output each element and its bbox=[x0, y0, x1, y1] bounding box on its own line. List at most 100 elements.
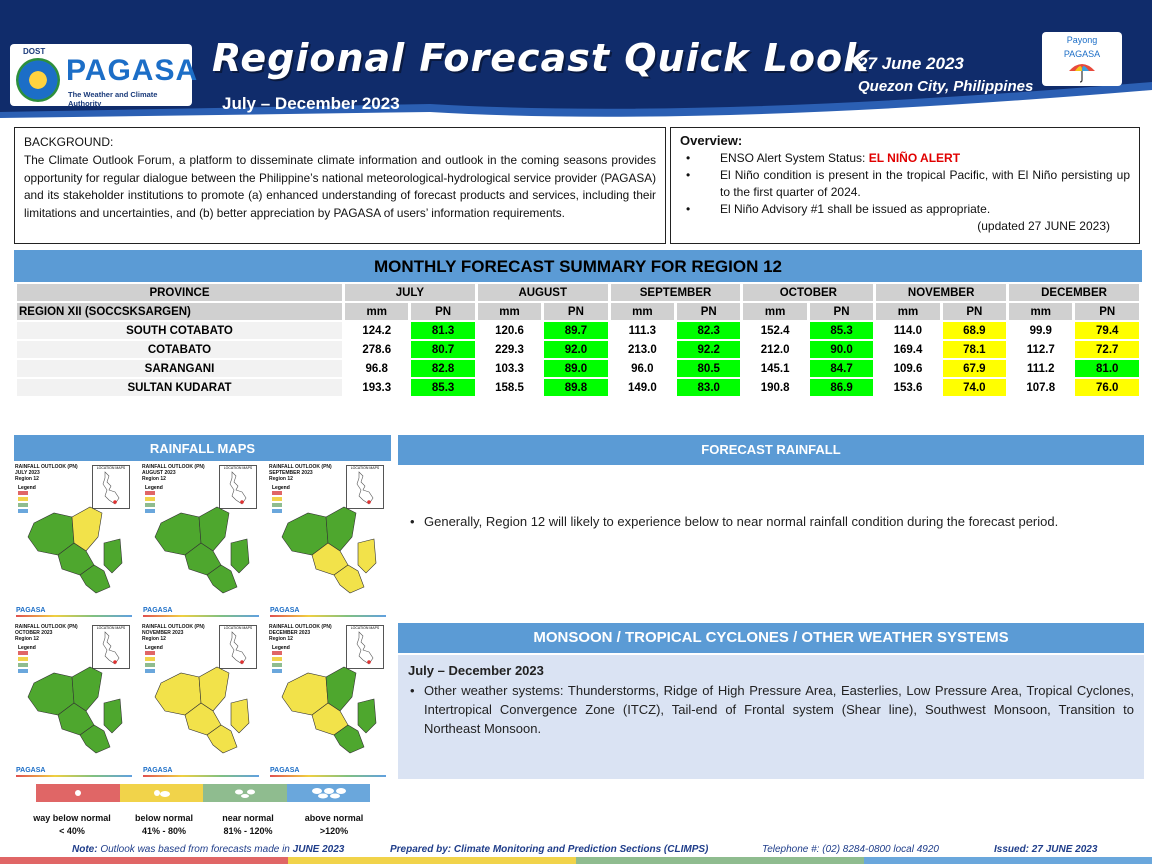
legend-above-swatch bbox=[286, 784, 370, 802]
map-color-strip bbox=[270, 615, 386, 617]
percent-normal: 90.0 bbox=[809, 341, 874, 358]
monsoon-heading: MONSOON / TROPICAL CYCLONES / OTHER WEAT… bbox=[398, 623, 1144, 653]
location-map: LOCATION MAPS bbox=[219, 465, 257, 509]
table-body: SOUTH COTABATO 124.2 81.3 120.6 89.7 111.3 82.… bbox=[17, 322, 1139, 396]
percent-normal: 78.1 bbox=[942, 341, 1007, 358]
background-panel: BACKGROUND: The Climate Outlook Forum, a… bbox=[14, 127, 666, 244]
monsoon-text: Other weather systems: Thunderstorms, Ri… bbox=[408, 681, 1134, 738]
map-color-strip bbox=[16, 615, 132, 617]
month-header: OCTOBER bbox=[743, 284, 874, 301]
rainfall-map-1: RAINFALL OUTLOOK (PN) JULY 2023 Region 12 L… bbox=[14, 463, 136, 618]
map-color-strip bbox=[143, 775, 259, 777]
note-text: Outlook was based from forecasts made in bbox=[97, 844, 293, 855]
percent-normal: 80.7 bbox=[411, 341, 475, 358]
region12-map-icon bbox=[27, 666, 123, 754]
legend-range: 41% - 80% bbox=[141, 826, 187, 836]
unit-pn: PN bbox=[544, 303, 608, 320]
map-title: RAINFALL OUTLOOK (PN) bbox=[269, 624, 332, 630]
issue-place: Quezon City, Philippines bbox=[858, 78, 1034, 95]
location-map: LOCATION MAPS bbox=[92, 465, 130, 509]
rainfall-mm: 124.2 bbox=[345, 322, 409, 339]
map-caption: RAINFALL OUTLOOK (PN) AUGUST 2023 Region 1… bbox=[142, 464, 205, 482]
location-map-label: LOCATION MAPS bbox=[223, 466, 253, 470]
legend-item: above normal >120% bbox=[292, 812, 376, 838]
unit-mm: mm bbox=[610, 303, 675, 320]
logo-tagline: The Weather and Climate Authority bbox=[68, 90, 158, 108]
percent-normal: 82.8 bbox=[411, 360, 475, 377]
dost-label: DOST bbox=[23, 47, 46, 56]
percent-normal: 72.7 bbox=[1075, 341, 1139, 358]
legend-below-swatch bbox=[119, 784, 203, 802]
map-region: Region 12 bbox=[15, 636, 39, 642]
rainfall-mm: 149.0 bbox=[610, 379, 675, 396]
map-month: NOVEMBER 2023 bbox=[142, 630, 184, 636]
enso-status-label: ENSO Alert System Status: bbox=[720, 151, 869, 165]
forecast-table: PROVINCE JULY AUGUST SEPTEMBER OCTOBER N… bbox=[14, 282, 1142, 398]
header-banner: DOST PAGASA The Weather and Climate Auth… bbox=[0, 0, 1152, 118]
logo-name: PAGASA bbox=[66, 54, 199, 87]
philippines-outline-icon bbox=[229, 471, 247, 505]
rainfall-map-6: RAINFALL OUTLOOK (PN) DECEMBER 2023 Region… bbox=[268, 623, 390, 778]
table-title: MONTHLY FORECAST SUMMARY FOR REGION 12 bbox=[14, 250, 1142, 282]
location-map-label: LOCATION MAPS bbox=[350, 626, 380, 630]
rainfall-mm: 103.3 bbox=[477, 360, 542, 377]
rainfall-mm: 120.6 bbox=[477, 322, 542, 339]
forecast-rainfall-panel: Generally, Region 12 will likely to expe… bbox=[398, 467, 1144, 617]
map-color-strip bbox=[143, 615, 259, 617]
rainfall-map-3: RAINFALL OUTLOOK (PN) SEPTEMBER 2023 Regio… bbox=[268, 463, 390, 618]
month-header: JULY bbox=[345, 284, 475, 301]
percent-normal: 74.0 bbox=[942, 379, 1007, 396]
percent-normal: 67.9 bbox=[942, 360, 1007, 377]
table-row: SULTAN KUDARAT 193.3 85.3 158.5 89.8 149.0 83.… bbox=[17, 379, 1139, 396]
month-header: NOVEMBER bbox=[876, 284, 1007, 301]
map-pagasa-logo: PAGASA bbox=[270, 767, 300, 774]
unit-mm: mm bbox=[876, 303, 940, 320]
unit-mm: mm bbox=[345, 303, 409, 320]
map-pagasa-logo: PAGASA bbox=[270, 607, 300, 614]
map-legend-title: Legend bbox=[145, 645, 163, 651]
percent-normal: 89.0 bbox=[544, 360, 608, 377]
philippines-outline-icon bbox=[102, 471, 120, 505]
region-row: REGION XII (SOCCSKSARGEN) mm PN mm PN mm PN… bbox=[17, 303, 1139, 320]
background-heading: BACKGROUND: bbox=[24, 135, 114, 149]
table-row: SARANGANI 96.8 82.8 103.3 89.0 96.0 80.5 145.1 8… bbox=[17, 360, 1139, 377]
map-color-strip bbox=[16, 775, 132, 777]
region12-map-icon bbox=[154, 666, 250, 754]
philippines-outline-icon bbox=[102, 631, 120, 665]
overview-list: ENSO Alert System Status: EL NIÑO ALERT … bbox=[680, 150, 1130, 218]
page-title: Regional Forecast Quick Look bbox=[212, 36, 870, 80]
map-legend: Legend bbox=[18, 485, 60, 515]
rainfall-mm: 114.0 bbox=[876, 322, 940, 339]
map-legend-title: Legend bbox=[18, 645, 36, 651]
overview-panel: Overview: ENSO Alert System Status: EL N… bbox=[670, 127, 1140, 244]
map-month: DECEMBER 2023 bbox=[269, 630, 311, 636]
map-legend-title: Legend bbox=[145, 485, 163, 491]
legend-range: >120% bbox=[319, 826, 349, 836]
unit-pn: PN bbox=[809, 303, 874, 320]
issue-date: 27 June 2023 bbox=[858, 54, 964, 73]
location-map: LOCATION MAPS bbox=[346, 465, 384, 509]
footer-issued: Issued: 27 JUNE 2023 bbox=[994, 844, 1098, 855]
map-month: SEPTEMBER 2023 bbox=[269, 470, 313, 476]
province-name: SARANGANI bbox=[17, 360, 342, 377]
rainfall-mm: 111.3 bbox=[610, 322, 675, 339]
pagasa-seal-icon bbox=[16, 58, 60, 102]
map-region: Region 12 bbox=[269, 636, 293, 642]
rainfall-mm: 153.6 bbox=[876, 379, 940, 396]
region12-map-icon bbox=[281, 666, 377, 754]
map-caption: RAINFALL OUTLOOK (PN) SEPTEMBER 2023 Regio… bbox=[269, 464, 332, 482]
unit-mm: mm bbox=[477, 303, 542, 320]
payong-line2: PAGASA bbox=[1063, 49, 1101, 59]
footer-prepared: Prepared by: Climate Monitoring and Pred… bbox=[390, 844, 709, 855]
rainfall-mm: 229.3 bbox=[477, 341, 542, 358]
map-title: RAINFALL OUTLOOK (PN) bbox=[142, 464, 205, 470]
table-header-row: PROVINCE JULY AUGUST SEPTEMBER OCTOBER N… bbox=[17, 284, 1139, 301]
note-label: Note: bbox=[72, 844, 98, 855]
pagasa-logo: DOST PAGASA The Weather and Climate Auth… bbox=[10, 44, 197, 108]
sun-icon bbox=[74, 790, 81, 796]
legend-way-below-swatch bbox=[36, 784, 120, 802]
legend-range: < 40% bbox=[59, 826, 85, 836]
rainfall-maps-grid: RAINFALL OUTLOOK (PN) JULY 2023 Region 12 L… bbox=[14, 463, 391, 779]
region12-map-icon bbox=[154, 506, 250, 594]
monsoon-period: July – December 2023 bbox=[408, 663, 544, 678]
